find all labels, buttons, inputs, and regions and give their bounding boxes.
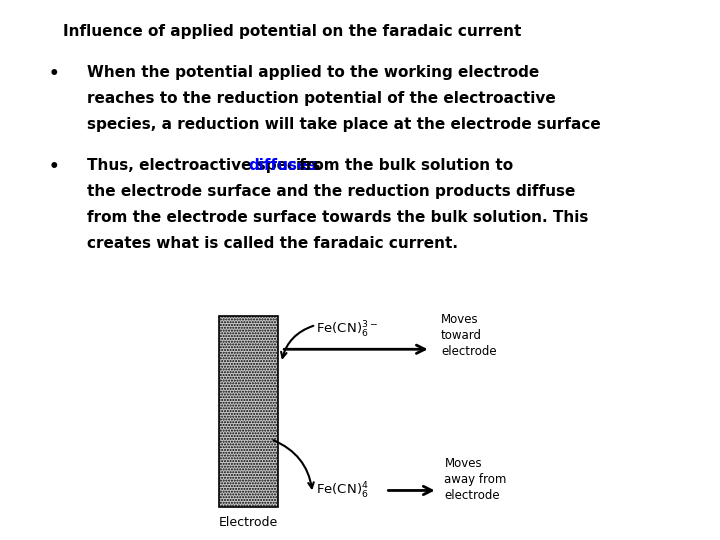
Text: reaches to the reduction potential of the electroactive: reaches to the reduction potential of th…: [87, 91, 556, 106]
Text: Fe(CN)$_6^{3-}$: Fe(CN)$_6^{3-}$: [316, 320, 378, 340]
Text: species, a reduction will take place at the electrode surface: species, a reduction will take place at …: [87, 117, 600, 132]
Text: from the bulk solution to: from the bulk solution to: [294, 158, 513, 173]
Text: Thus, electroactive species: Thus, electroactive species: [87, 158, 325, 173]
Text: from the electrode surface towards the bulk solution. This: from the electrode surface towards the b…: [87, 210, 588, 225]
Text: diffuses: diffuses: [248, 158, 317, 173]
Text: Electrode: Electrode: [219, 516, 278, 529]
Text: Moves
away from
electrode: Moves away from electrode: [444, 457, 507, 502]
Text: •: •: [49, 65, 59, 83]
Text: the electrode surface and the reduction products diffuse: the electrode surface and the reduction …: [87, 184, 575, 199]
Bar: [219, 316, 278, 507]
Text: creates what is called the faradaic current.: creates what is called the faradaic curr…: [87, 236, 458, 251]
Text: When the potential applied to the working electrode: When the potential applied to the workin…: [87, 65, 539, 80]
Text: Fe(CN)$_6^{4}$: Fe(CN)$_6^{4}$: [316, 481, 369, 501]
Text: •: •: [49, 158, 59, 176]
Text: Moves
toward
electrode: Moves toward electrode: [441, 313, 497, 358]
Text: Influence of applied potential on the faradaic current: Influence of applied potential on the fa…: [63, 24, 521, 39]
